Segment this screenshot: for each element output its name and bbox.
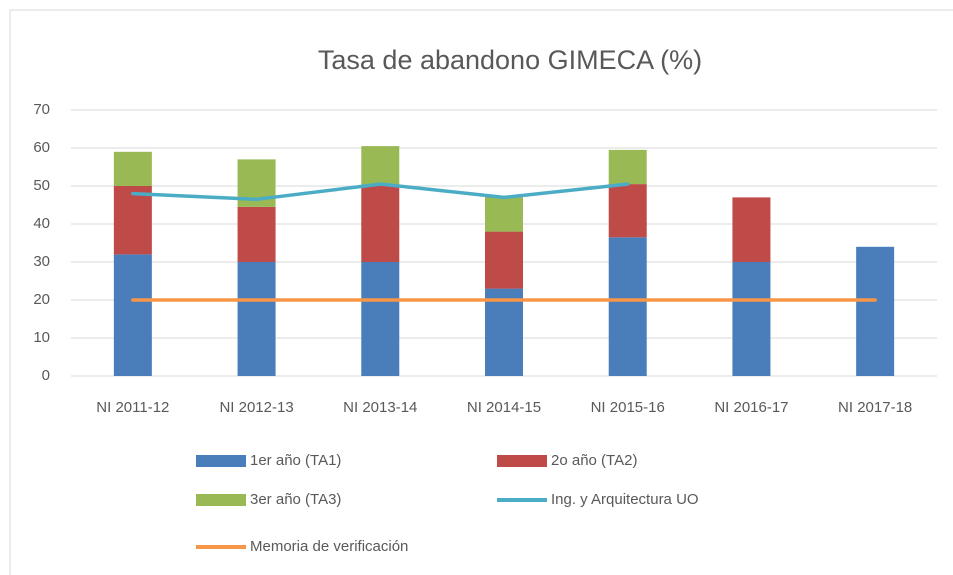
legend-label: 3er año (TA3) bbox=[250, 491, 341, 508]
bar-segment bbox=[237, 206, 276, 262]
y-tick-label: 40 bbox=[33, 215, 50, 232]
bar-segment bbox=[485, 288, 523, 376]
bar-segment bbox=[361, 146, 400, 186]
y-tick-label: 70 bbox=[33, 101, 50, 118]
x-tick-label: NI 2015-16 bbox=[591, 399, 665, 416]
chart-title: Tasa de abandono GIMECA (%) bbox=[318, 45, 702, 75]
y-tick-label: 20 bbox=[33, 291, 50, 308]
bar-segment bbox=[361, 186, 400, 262]
line-series bbox=[131, 182, 630, 202]
legend-label: 2o año (TA2) bbox=[551, 452, 637, 469]
bar-segment bbox=[485, 195, 523, 232]
x-tick-label: NI 2014-15 bbox=[467, 399, 541, 416]
bar-segment bbox=[485, 231, 523, 289]
x-tick-label: NI 2017-18 bbox=[838, 399, 912, 416]
bar-segment bbox=[361, 262, 400, 376]
bar-segment bbox=[113, 254, 152, 376]
y-tick-label: 30 bbox=[33, 253, 50, 270]
bar-segment bbox=[608, 237, 647, 376]
legend-swatch bbox=[196, 494, 246, 506]
legend-label: 1er año (TA1) bbox=[250, 452, 341, 469]
x-tick-label: NI 2011-12 bbox=[96, 399, 169, 416]
legend-swatch bbox=[196, 455, 246, 467]
bar-segment bbox=[113, 151, 152, 186]
x-tick-label: NI 2016-17 bbox=[714, 399, 788, 416]
bar-segment bbox=[113, 186, 152, 255]
bar-segment bbox=[608, 149, 647, 185]
x-tick-label: NI 2012-13 bbox=[219, 399, 293, 416]
legend-label: Memoria de verificación bbox=[250, 538, 408, 555]
y-tick-label: 0 bbox=[42, 367, 50, 384]
y-tick-label: 60 bbox=[33, 139, 50, 156]
bar-segment bbox=[732, 262, 771, 376]
y-tick-label: 50 bbox=[33, 177, 50, 194]
y-tick-label: 10 bbox=[33, 329, 50, 346]
bar-segment bbox=[732, 197, 771, 262]
x-tick-label: NI 2013-14 bbox=[343, 399, 417, 416]
bar-segment bbox=[237, 262, 276, 376]
legend-swatch bbox=[497, 455, 547, 467]
legend-label: Ing. y Arquitectura UO bbox=[551, 491, 699, 508]
bar-segment bbox=[856, 246, 895, 376]
bar-segment bbox=[608, 184, 647, 238]
chart-frame bbox=[9, 9, 953, 575]
